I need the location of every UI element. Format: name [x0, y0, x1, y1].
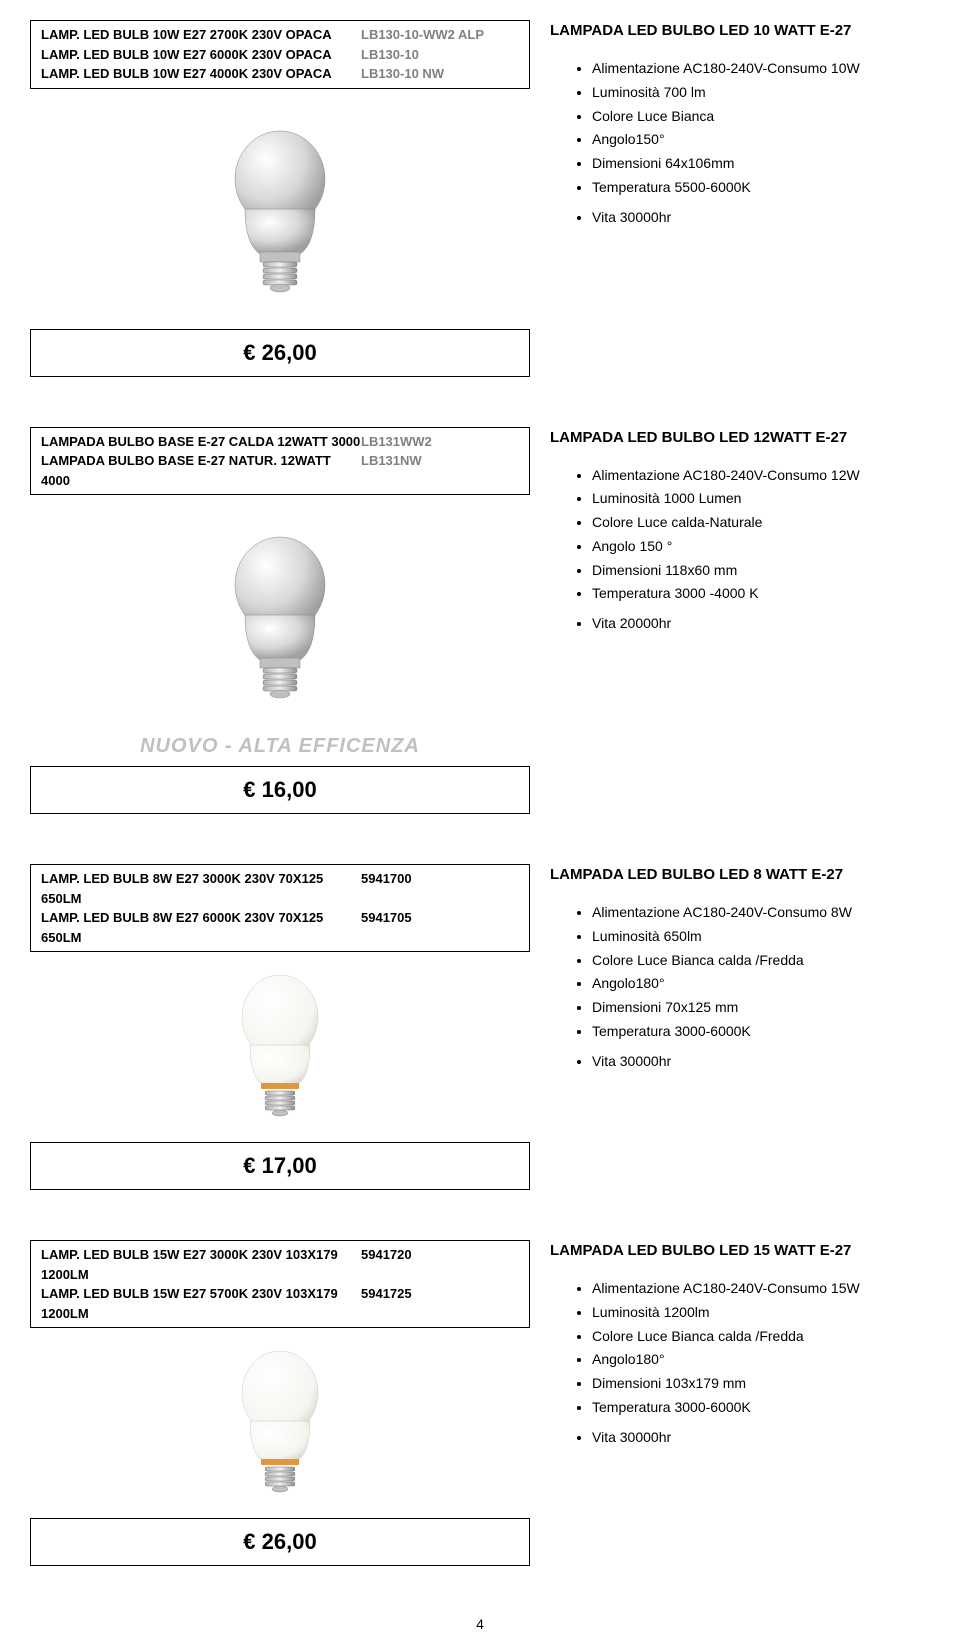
spec-item: Luminosità 1000 Lumen: [592, 487, 930, 511]
spec-item: Vita 20000hr: [592, 612, 930, 636]
spec-item: Luminosità 700 lm: [592, 81, 930, 105]
product-left-column: LAMP. LED BULB 10W E27 2700K 230V OPACA …: [30, 20, 540, 377]
product-price: € 16,00: [30, 766, 530, 814]
product-header-row: LAMP. LED BULB 8W E27 6000K 230V 70X125 …: [41, 908, 519, 947]
product-header-code: LB131WW2: [361, 432, 432, 452]
product-header-code: 5941720: [361, 1245, 412, 1284]
bulb-image: [215, 530, 345, 710]
product-banner: NUOVO - ALTA EFFICENZA: [30, 735, 530, 758]
product-header-row: LAMP. LED BULB 15W E27 3000K 230V 103X17…: [41, 1245, 519, 1284]
product-right-column: LAMPADA LED BULBO LED 10 WATT E-27 Alime…: [540, 20, 930, 377]
spec-item: Vita 30000hr: [592, 206, 930, 230]
product-header-code: 5941725: [361, 1284, 412, 1323]
spec-item: Colore Luce Bianca calda /Fredda: [592, 949, 930, 973]
product-block: LAMP. LED BULB 8W E27 3000K 230V 70X125 …: [30, 864, 930, 1190]
spec-list: Alimentazione AC180-240V-Consumo 15W Lum…: [550, 1277, 930, 1450]
spec-item: Angolo150°: [592, 128, 930, 152]
product-header-desc: LAMPADA BULBO BASE E-27 CALDA 12WATT 300…: [41, 432, 361, 452]
product-header-box: LAMP. LED BULB 15W E27 3000K 230V 103X17…: [30, 1240, 530, 1328]
product-title: LAMPADA LED BULBO LED 15 WATT E-27: [550, 1240, 930, 1261]
product-header-row: LAMP. LED BULB 10W E27 6000K 230V OPACA …: [41, 45, 519, 65]
spec-item: Colore Luce Bianca: [592, 105, 930, 129]
product-header-desc: LAMP. LED BULB 8W E27 3000K 230V 70X125 …: [41, 869, 361, 908]
spec-item: Temperatura 3000 -4000 K: [592, 582, 930, 606]
product-header-code: 5941705: [361, 908, 412, 947]
product-header-box: LAMP. LED BULB 8W E27 3000K 230V 70X125 …: [30, 864, 530, 952]
product-header-box: LAMPADA BULBO BASE E-27 CALDA 12WATT 300…: [30, 427, 530, 496]
product-image-area: [30, 99, 530, 329]
product-header-desc: LAMPADA BULBO BASE E-27 NATUR. 12WATT 40…: [41, 451, 361, 490]
product-header-row: LAMPADA BULBO BASE E-27 NATUR. 12WATT 40…: [41, 451, 519, 490]
spec-item: Vita 30000hr: [592, 1426, 930, 1450]
product-image-area: [30, 1338, 530, 1518]
spec-item: Angolo180°: [592, 972, 930, 996]
spec-list: Alimentazione AC180-240V-Consumo 10W Lum…: [550, 57, 930, 230]
product-header-box: LAMP. LED BULB 10W E27 2700K 230V OPACA …: [30, 20, 530, 89]
spec-item: Alimentazione AC180-240V-Consumo 8W: [592, 901, 930, 925]
spec-item: Luminosità 650lm: [592, 925, 930, 949]
product-header-desc: LAMP. LED BULB 10W E27 2700K 230V OPACA: [41, 25, 361, 45]
product-right-column: LAMPADA LED BULBO LED 12WATT E-27 Alimen…: [540, 427, 930, 815]
spec-list: Alimentazione AC180-240V-Consumo 12W Lum…: [550, 464, 930, 637]
product-left-column: LAMP. LED BULB 15W E27 3000K 230V 103X17…: [30, 1240, 540, 1566]
product-block: LAMP. LED BULB 10W E27 2700K 230V OPACA …: [30, 20, 930, 377]
spec-item: Angolo180°: [592, 1348, 930, 1372]
product-price: € 26,00: [30, 329, 530, 377]
product-header-desc: LAMP. LED BULB 10W E27 4000K 230V OPACA: [41, 64, 361, 84]
spec-item: Temperatura 5500-6000K: [592, 176, 930, 200]
product-title: LAMPADA LED BULBO LED 8 WATT E-27: [550, 864, 930, 885]
product-header-desc: LAMP. LED BULB 15W E27 3000K 230V 103X17…: [41, 1245, 361, 1284]
product-header-desc: LAMP. LED BULB 15W E27 5700K 230V 103X17…: [41, 1284, 361, 1323]
product-header-row: LAMP. LED BULB 8W E27 3000K 230V 70X125 …: [41, 869, 519, 908]
spec-item: Temperatura 3000-6000K: [592, 1396, 930, 1420]
product-header-desc: LAMP. LED BULB 10W E27 6000K 230V OPACA: [41, 45, 361, 65]
bulb-image: [215, 124, 345, 304]
product-header-code: LB130-10-WW2 ALP: [361, 25, 484, 45]
product-image-area: [30, 505, 530, 735]
spec-item: Colore Luce Bianca calda /Fredda: [592, 1325, 930, 1349]
product-image-area: [30, 962, 530, 1142]
product-title: LAMPADA LED BULBO LED 10 WATT E-27: [550, 20, 930, 41]
page-number: 4: [30, 1616, 930, 1632]
product-header-row: LAMP. LED BULB 10W E27 2700K 230V OPACA …: [41, 25, 519, 45]
product-right-column: LAMPADA LED BULBO LED 8 WATT E-27 Alimen…: [540, 864, 930, 1190]
spec-item: Temperatura 3000-6000K: [592, 1020, 930, 1044]
product-header-code: LB131NW: [361, 451, 422, 490]
product-header-code: 5941700: [361, 869, 412, 908]
spec-item: Dimensioni 118x60 mm: [592, 559, 930, 583]
product-header-row: LAMPADA BULBO BASE E-27 CALDA 12WATT 300…: [41, 432, 519, 452]
spec-item: Colore Luce calda-Naturale: [592, 511, 930, 535]
spec-item: Dimensioni 103x179 mm: [592, 1372, 930, 1396]
spec-item: Vita 30000hr: [592, 1050, 930, 1074]
product-header-row: LAMP. LED BULB 15W E27 5700K 230V 103X17…: [41, 1284, 519, 1323]
bulb-image: [225, 1343, 335, 1513]
spec-item: Angolo 150 °: [592, 535, 930, 559]
product-header-code: LB130-10: [361, 45, 419, 65]
spec-item: Alimentazione AC180-240V-Consumo 12W: [592, 464, 930, 488]
product-price: € 26,00: [30, 1518, 530, 1566]
spec-item: Dimensioni 70x125 mm: [592, 996, 930, 1020]
product-price: € 17,00: [30, 1142, 530, 1190]
product-header-row: LAMP. LED BULB 10W E27 4000K 230V OPACA …: [41, 64, 519, 84]
product-block: LAMPADA BULBO BASE E-27 CALDA 12WATT 300…: [30, 427, 930, 815]
product-left-column: LAMPADA BULBO BASE E-27 CALDA 12WATT 300…: [30, 427, 540, 815]
product-right-column: LAMPADA LED BULBO LED 15 WATT E-27 Alime…: [540, 1240, 930, 1566]
spec-item: Luminosità 1200lm: [592, 1301, 930, 1325]
product-left-column: LAMP. LED BULB 8W E27 3000K 230V 70X125 …: [30, 864, 540, 1190]
bulb-image: [225, 967, 335, 1137]
spec-item: Alimentazione AC180-240V-Consumo 10W: [592, 57, 930, 81]
product-header-code: LB130-10 NW: [361, 64, 444, 84]
spec-item: Alimentazione AC180-240V-Consumo 15W: [592, 1277, 930, 1301]
product-block: LAMP. LED BULB 15W E27 3000K 230V 103X17…: [30, 1240, 930, 1566]
spec-item: Dimensioni 64x106mm: [592, 152, 930, 176]
spec-list: Alimentazione AC180-240V-Consumo 8W Lumi…: [550, 901, 930, 1074]
product-title: LAMPADA LED BULBO LED 12WATT E-27: [550, 427, 930, 448]
product-header-desc: LAMP. LED BULB 8W E27 6000K 230V 70X125 …: [41, 908, 361, 947]
